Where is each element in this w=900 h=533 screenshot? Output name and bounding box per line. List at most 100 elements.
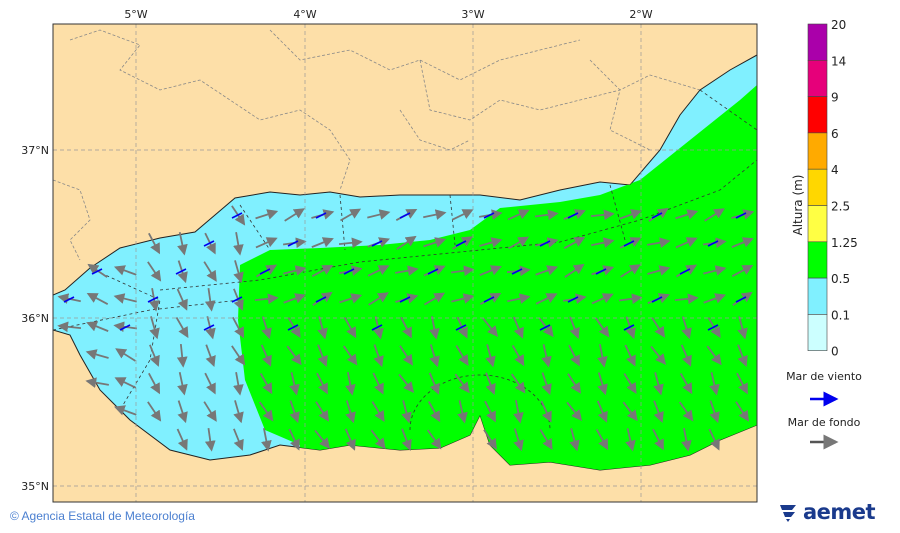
swell-arrow [113, 265, 137, 276]
swell-arrow [317, 316, 328, 340]
lat-label: 37°N [21, 144, 49, 157]
swell-arrow [737, 344, 748, 367]
swell-arrow [731, 264, 754, 277]
swell-arrow [205, 344, 216, 368]
swell-arrow [255, 209, 279, 220]
swell-arrow [258, 401, 274, 422]
wave-direction-arrows [57, 205, 755, 452]
swell-label: Mar de fondo [788, 416, 861, 429]
lon-label: 5°W [124, 8, 147, 21]
swell-arrow [451, 209, 474, 221]
color-scale-tick: 0 [831, 345, 839, 359]
wind-sea-arrow [511, 268, 523, 275]
wind-sea-arrow [119, 324, 131, 331]
copyright-icon: © [10, 509, 19, 523]
swell-arrow [370, 429, 386, 450]
swell-arrow [737, 316, 748, 340]
swell-arrow [426, 429, 442, 450]
color-scale-tick: 0.5 [831, 272, 850, 286]
swell-arrow [653, 372, 664, 396]
swell-arrow [483, 429, 497, 450]
swell-arrow [507, 293, 531, 304]
swell-arrow [479, 237, 503, 248]
swell-arrow [345, 400, 356, 424]
swell-arrow [709, 372, 720, 396]
lat-label: 35°N [21, 480, 49, 493]
swell-arrow [149, 316, 160, 340]
lon-label: 2°W [629, 8, 652, 21]
swell-arrow [484, 400, 496, 423]
swell-arrow [149, 344, 160, 367]
swell-arrow [680, 344, 692, 367]
color-band [807, 96, 828, 134]
swell-arrow [315, 401, 329, 422]
swell-arrow [260, 344, 272, 367]
wind-sea-arrow [567, 212, 579, 219]
swell-arrow [343, 316, 357, 339]
wind-sea-arrow [371, 240, 383, 247]
color-scale-tick: 9 [831, 91, 839, 105]
wind-sea-arrow [483, 212, 495, 219]
swell-arrow [429, 316, 440, 340]
swell-arrow [454, 373, 470, 394]
swell-arrow [115, 348, 136, 362]
swell-arrow [563, 236, 586, 249]
swell-arrow [485, 372, 496, 395]
swell-arrow [203, 261, 217, 282]
swell-arrow [678, 401, 694, 422]
swell-arrow [283, 265, 307, 276]
swell-arrow [284, 208, 305, 222]
swell-arrow [681, 428, 692, 452]
color-scale-tick: 0.1 [831, 308, 850, 322]
swell-arrow [399, 345, 413, 366]
swell-arrow [450, 265, 475, 277]
swell-arrow [311, 264, 334, 277]
copyright-credit: © Agencia Estatal de Meteorología [10, 509, 195, 523]
swell-arrow [569, 316, 580, 339]
wind-sea-arrow [567, 296, 579, 303]
swell-arrow [679, 372, 693, 395]
swell-arrow [400, 316, 412, 339]
wind-sea-arrow [259, 268, 271, 275]
color-band [807, 277, 828, 315]
lat-label: 36°N [21, 312, 49, 325]
swell-arrow [541, 372, 552, 396]
swell-arrow [653, 400, 664, 423]
swell-arrow [259, 372, 273, 395]
swell-arrow [681, 316, 692, 340]
swell-arrow [176, 288, 188, 311]
swell-arrow [510, 373, 526, 394]
swell-arrow [311, 237, 334, 248]
color-band [807, 241, 828, 279]
legend-title: Altura (m) [791, 174, 805, 235]
swell-arrow [597, 344, 608, 368]
swell-arrow [539, 429, 553, 450]
swell-arrow [624, 344, 636, 367]
swell-arrow [623, 373, 637, 394]
swell-arrow [286, 345, 302, 366]
wind-sea-arrow [707, 324, 719, 331]
swell-arrow [86, 321, 109, 332]
swell-arrow [231, 345, 246, 366]
swell-arrow [396, 235, 417, 250]
swell-arrow [429, 344, 440, 368]
swell-arrow [622, 401, 638, 422]
swell-arrow [620, 264, 641, 278]
swell-arrow [564, 263, 585, 278]
swell-arrow [175, 317, 189, 339]
swell-arrow [652, 428, 664, 451]
swell-arrow [534, 209, 559, 221]
swell-arrow [148, 232, 161, 255]
swell-arrow [344, 428, 356, 451]
wind-sea-arrow [203, 324, 215, 331]
swell-arrow [255, 237, 278, 249]
swell-arrow [508, 236, 530, 250]
swell-arrow [176, 343, 188, 368]
wind-sea-arrow [147, 296, 159, 303]
swell-arrow [706, 345, 722, 366]
swell-arrow [233, 232, 244, 256]
wind-sea-arrow [735, 296, 747, 303]
swell-arrow [233, 400, 244, 424]
color-band [807, 205, 828, 243]
